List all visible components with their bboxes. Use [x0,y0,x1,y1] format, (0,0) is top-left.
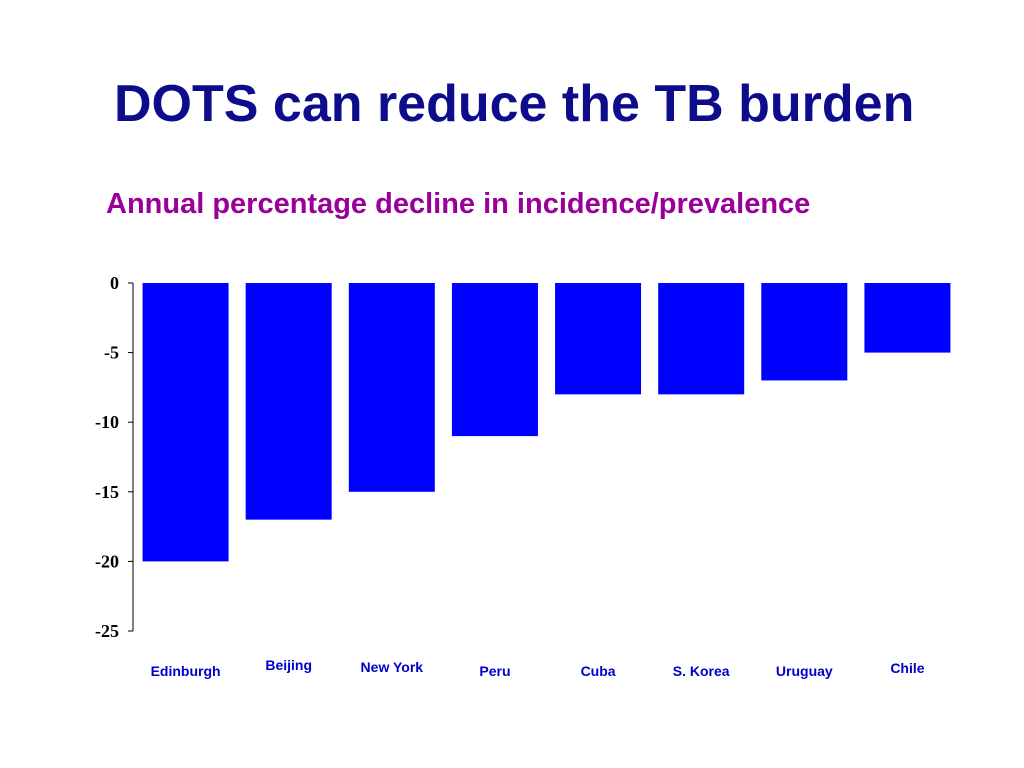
bar [761,283,848,381]
chart-title: Annual percentage decline in incidence/p… [106,188,811,220]
category-label: Beijing [265,657,312,673]
bar [658,283,745,395]
y-tick-label: 0 [110,273,119,293]
bar [348,283,435,492]
category-label: Chile [890,660,924,676]
bar [451,283,538,437]
category-label: Edinburgh [151,663,221,679]
category-label: Cuba [581,663,616,679]
bar [555,283,642,395]
y-tick-label: -5 [104,343,119,363]
y-tick-label: -20 [95,551,119,571]
bar [142,283,229,562]
y-tick-label: -10 [95,412,119,432]
category-label: New York [361,659,424,675]
category-label: Peru [479,663,510,679]
slide-title: DOTS can reduce the TB burden [114,75,915,133]
category-label: Uruguay [776,663,833,679]
category-label: S. Korea [673,663,730,679]
bar [864,283,951,353]
y-tick-label: -25 [95,621,119,641]
bar [245,283,332,520]
y-tick-label: -15 [95,482,119,502]
